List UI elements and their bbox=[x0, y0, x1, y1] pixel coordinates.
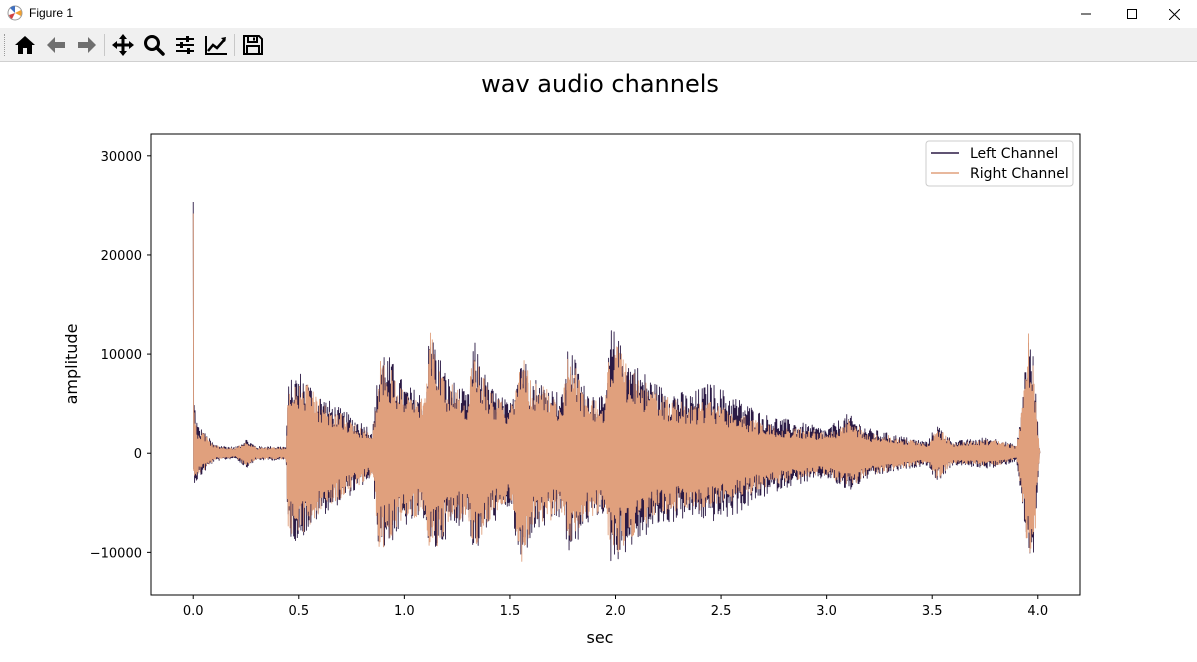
x-tick-label: 0.0 bbox=[183, 604, 204, 619]
x-tick-label: 3.5 bbox=[922, 604, 943, 619]
magnifier-icon bbox=[144, 35, 165, 56]
minimize-button[interactable] bbox=[1063, 0, 1109, 28]
x-axis-label: sec bbox=[587, 628, 614, 647]
arrow-right-icon bbox=[78, 37, 96, 53]
chart-title: wav audio channels bbox=[481, 70, 719, 98]
maximize-icon bbox=[1127, 9, 1137, 19]
legend-label-right-channel: Right Channel bbox=[970, 166, 1069, 182]
y-tick-label: −10000 bbox=[90, 546, 142, 561]
y-tick-label: 30000 bbox=[101, 150, 142, 165]
x-tick-label: 1.5 bbox=[500, 604, 521, 619]
x-tick-label: 3.0 bbox=[816, 604, 837, 619]
y-axis-label: amplitude bbox=[62, 324, 81, 405]
x-tick-label: 4.0 bbox=[1027, 604, 1048, 619]
minimize-icon bbox=[1081, 13, 1091, 15]
maximize-button[interactable] bbox=[1109, 0, 1155, 28]
navigation-toolbar bbox=[0, 28, 1197, 62]
matplotlib-icon bbox=[7, 5, 23, 21]
y-tick-label: 0 bbox=[134, 447, 142, 462]
forward-button[interactable] bbox=[74, 32, 100, 58]
arrow-left-icon bbox=[47, 37, 65, 53]
floppy-disk-icon bbox=[243, 35, 263, 55]
figure-canvas: wav audio channels 0.0 0.5 1.0 1.5 2.0 2.5 3.0… bbox=[62, 70, 1081, 647]
back-button[interactable] bbox=[43, 32, 69, 58]
zoom-button[interactable] bbox=[141, 32, 167, 58]
save-button[interactable] bbox=[240, 32, 266, 58]
line-chart-icon bbox=[205, 36, 227, 55]
series-layer bbox=[192, 201, 1041, 562]
window-titlebar: Figure 1 bbox=[0, 0, 1197, 28]
series-right-channel bbox=[192, 213, 1041, 562]
home-icon bbox=[15, 36, 35, 54]
toolbar-separator bbox=[234, 34, 235, 56]
legend-label-left-channel: Left Channel bbox=[970, 146, 1058, 162]
configure-subplots-button[interactable] bbox=[172, 32, 198, 58]
y-axis: −10000 0 10000 20000 30000 bbox=[90, 150, 151, 561]
y-tick-label: 20000 bbox=[101, 249, 142, 264]
toolbar-grip bbox=[4, 34, 7, 56]
y-tick-label: 10000 bbox=[101, 348, 142, 363]
move-icon bbox=[112, 34, 134, 56]
legend: Left Channel Right Channel bbox=[925, 140, 1074, 187]
window-title: Figure 1 bbox=[29, 6, 74, 20]
toolbar-separator bbox=[104, 34, 105, 56]
edit-axis-button[interactable] bbox=[203, 32, 229, 58]
sliders-icon bbox=[176, 36, 194, 54]
legend-box bbox=[925, 140, 1074, 187]
close-button[interactable] bbox=[1151, 0, 1197, 28]
close-icon bbox=[1168, 8, 1180, 20]
x-tick-label: 2.5 bbox=[711, 604, 732, 619]
x-tick-label: 1.0 bbox=[394, 604, 415, 619]
pan-button[interactable] bbox=[110, 32, 136, 58]
home-button[interactable] bbox=[12, 32, 38, 58]
x-tick-label: 0.5 bbox=[288, 604, 309, 619]
x-tick-label: 2.0 bbox=[605, 604, 626, 619]
x-axis: 0.0 0.5 1.0 1.5 2.0 2.5 3.0 3.5 4.0 bbox=[183, 595, 1048, 619]
